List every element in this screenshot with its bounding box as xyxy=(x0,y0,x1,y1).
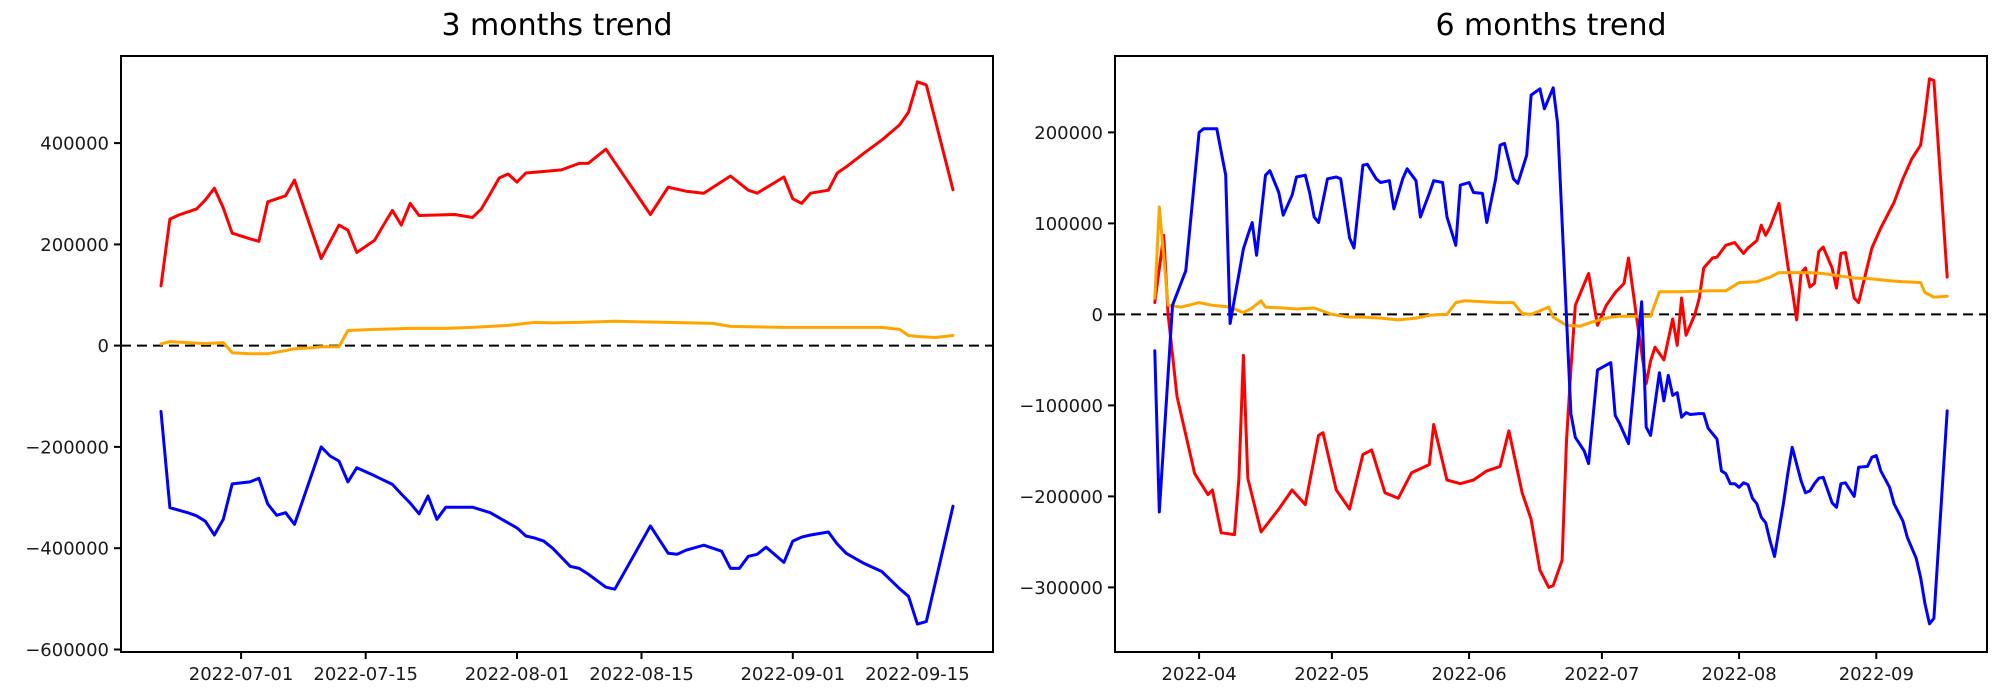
x-tick-label: 2022-07-01 xyxy=(189,664,294,685)
y-tick-label: −200000 xyxy=(25,437,109,458)
blue-series-line xyxy=(1153,86,1949,626)
orange-series-line xyxy=(159,319,955,356)
y-tick-label: 100000 xyxy=(1034,214,1103,235)
blue-series-line xyxy=(159,410,955,626)
left-chart: 400000 200000 0 −200000 −400000 −600000 2022-0… xyxy=(25,55,994,685)
orange-series-line xyxy=(1153,205,1949,328)
left-chart-title: 3 months trend xyxy=(441,8,673,43)
x-tick-label: 2022-06 xyxy=(1431,664,1506,685)
y-tick-label: 200000 xyxy=(40,235,109,256)
x-tick-label: 2022-07 xyxy=(1564,664,1639,685)
x-tick-label: 2022-08-15 xyxy=(589,664,694,685)
plot-border xyxy=(120,55,994,653)
x-tick-label: 2022-09-15 xyxy=(865,664,970,685)
x-tick-label: 2022-04 xyxy=(1161,664,1236,685)
x-tick-label: 2022-09-01 xyxy=(740,664,845,685)
red-series-line xyxy=(1153,77,1949,589)
right-chart: 200000 100000 0 −100000 −200000 −300000 2022-0… xyxy=(1019,55,1988,685)
y-tick-label: −100000 xyxy=(1019,396,1103,417)
y-tick-label: −600000 xyxy=(25,640,109,661)
y-tick-label: 200000 xyxy=(1034,123,1103,144)
x-tick-label: 2022-08 xyxy=(1701,664,1776,685)
y-tick-label: 0 xyxy=(98,336,109,357)
y-tick-label: −300000 xyxy=(1019,578,1103,599)
y-tick-label: −400000 xyxy=(25,539,109,560)
red-series-line xyxy=(159,80,955,288)
y-tick-label: 400000 xyxy=(40,134,109,155)
y-tick-label: 0 xyxy=(1092,305,1103,326)
x-tick-label: 2022-08-01 xyxy=(465,664,570,685)
plot-border xyxy=(1114,55,1988,653)
x-tick-label: 2022-07-15 xyxy=(313,664,418,685)
right-chart-title: 6 months trend xyxy=(1435,8,1667,43)
y-tick-label: −200000 xyxy=(1019,487,1103,508)
x-tick-label: 2022-09 xyxy=(1839,664,1914,685)
x-tick-label: 2022-05 xyxy=(1294,664,1369,685)
